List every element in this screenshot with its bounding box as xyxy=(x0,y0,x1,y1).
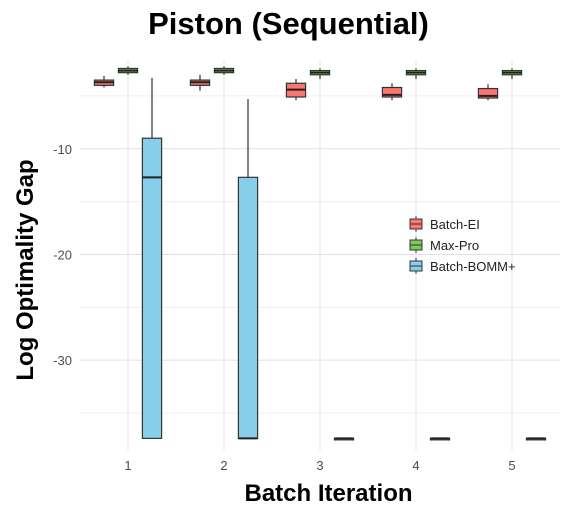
box xyxy=(237,176,259,439)
legend-label: Batch-EI xyxy=(430,217,480,232)
legend-label: Batch-BOMM+ xyxy=(430,259,516,274)
boxplot xyxy=(285,79,307,101)
x-tick-label: 1 xyxy=(124,458,131,473)
legend-item: Max-Pro xyxy=(409,237,479,253)
box xyxy=(141,137,163,439)
x-axis-label: Batch Iteration xyxy=(244,480,413,507)
axes: -10 -20 -30 1 2 3 4 5 xyxy=(53,142,515,473)
legend-item: Batch-BOMM+ xyxy=(409,258,516,274)
boxplot xyxy=(189,74,211,91)
boxplot xyxy=(213,66,235,75)
boxplot xyxy=(525,437,547,441)
boxplot xyxy=(141,77,163,439)
boxplot xyxy=(309,68,331,80)
box xyxy=(381,86,403,98)
boxes xyxy=(93,66,547,441)
y-tick-label: -20 xyxy=(53,247,72,262)
boxplot xyxy=(381,83,403,101)
box xyxy=(477,87,499,99)
x-tick-label: 2 xyxy=(220,458,227,473)
boxplot xyxy=(501,68,523,80)
x-tick-label: 3 xyxy=(316,458,323,473)
boxplot xyxy=(117,66,139,75)
boxplot xyxy=(93,75,115,88)
boxplot xyxy=(333,437,355,441)
chart-title: Piston (Sequential) xyxy=(148,6,429,41)
x-tick-label: 4 xyxy=(412,458,419,473)
legend: Batch-EI Max-Pro Batch-BOMM+ xyxy=(409,216,516,274)
boxplot xyxy=(405,68,427,80)
y-tick-label: -30 xyxy=(53,353,72,368)
boxplot xyxy=(477,84,499,101)
legend-label: Max-Pro xyxy=(430,238,479,253)
x-tick-label: 5 xyxy=(508,458,515,473)
legend-item: Batch-EI xyxy=(409,216,480,232)
boxplot xyxy=(429,437,451,441)
y-tick-label: -10 xyxy=(53,142,72,157)
boxplot xyxy=(237,99,259,440)
